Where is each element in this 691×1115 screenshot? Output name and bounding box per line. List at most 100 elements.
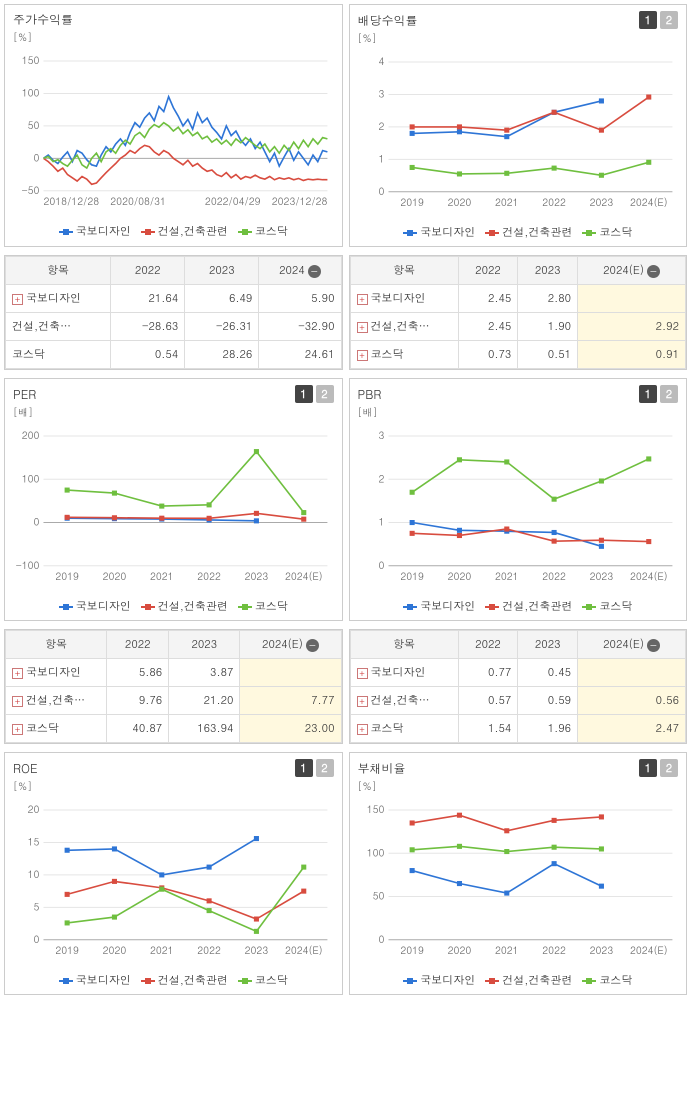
legend: 국보디자인건설,건축관련코스닥 (5, 971, 342, 994)
svg-text:2022: 2022 (542, 943, 566, 957)
col-header: 2024(E)− (240, 631, 341, 659)
legend-swatch-icon (238, 231, 252, 233)
table-row: +국보디자인0.770.45 (350, 659, 686, 687)
expand-icon[interactable]: + (12, 696, 23, 707)
data-cell: 3.87 (169, 659, 240, 687)
expand-icon[interactable]: + (12, 668, 23, 679)
legend-label: 국보디자인 (76, 599, 131, 614)
data-cell: 24.61 (259, 341, 341, 369)
legend-label: 국보디자인 (420, 599, 475, 614)
data-cell (578, 659, 686, 687)
pager-2[interactable]: 2 (316, 759, 334, 777)
data-cell: 21.64 (111, 285, 185, 313)
chart-svg: 050100150201920202021202220232024(E) (354, 797, 679, 967)
legend-label: 코스닥 (255, 599, 288, 614)
row-label-cell: +코스닥 (350, 715, 458, 743)
col-header: 항목 (6, 631, 107, 659)
data-cell: 0.54 (111, 341, 185, 369)
expand-icon[interactable]: + (357, 724, 368, 735)
svg-text:2024(E): 2024(E) (629, 943, 667, 957)
svg-text:2024(E): 2024(E) (629, 195, 667, 209)
expand-icon[interactable]: + (357, 322, 368, 333)
svg-text:2023: 2023 (245, 943, 269, 957)
legend-swatch-icon (485, 980, 499, 982)
col-header: 2023 (518, 257, 578, 285)
data-cell: 2.45 (458, 285, 518, 313)
row-label-cell: +건설,건축… (350, 313, 458, 341)
expand-icon[interactable]: + (357, 350, 368, 361)
svg-text:200: 200 (22, 428, 40, 442)
legend-swatch-icon (141, 606, 155, 608)
legend-item: 국보디자인 (403, 225, 475, 240)
svg-text:2023: 2023 (589, 195, 613, 209)
pager-2[interactable]: 2 (660, 759, 678, 777)
expand-icon[interactable]: + (357, 294, 368, 305)
data-cell: 0.91 (578, 341, 686, 369)
legend-item: 코스닥 (582, 225, 632, 240)
table-row: +국보디자인21.646.495.90 (6, 285, 342, 313)
svg-text:2020: 2020 (447, 943, 471, 957)
col-header: 2023 (185, 257, 259, 285)
pager-group: 12 (295, 385, 334, 403)
legend-label: 코스닥 (599, 973, 632, 988)
data-cell: 2.80 (518, 285, 578, 313)
svg-text:100: 100 (22, 471, 40, 485)
legend-item: 건설,건축관련 (141, 599, 228, 614)
svg-text:2019: 2019 (400, 943, 424, 957)
legend-swatch-icon (238, 980, 252, 982)
legend-label: 건설,건축관련 (502, 599, 572, 614)
chart-panel-debt: 부채비율12[%]0501001502019202020212022202320… (349, 752, 688, 995)
svg-text:2019: 2019 (400, 569, 424, 583)
row-label-cell: +건설,건축… (350, 687, 458, 715)
data-cell: 28.26 (185, 341, 259, 369)
legend-item: 건설,건축관련 (485, 225, 572, 240)
svg-text:2022: 2022 (542, 569, 566, 583)
svg-text:100: 100 (22, 85, 40, 99)
data-cell: 0.77 (458, 659, 518, 687)
table-panel-t3: 항목202220232024(E)−+국보디자인5.863.87+건설,건축…9… (4, 629, 343, 744)
pager-2[interactable]: 2 (660, 385, 678, 403)
pager-2[interactable]: 2 (316, 385, 334, 403)
svg-text:10: 10 (28, 867, 40, 881)
legend-label: 국보디자인 (420, 973, 475, 988)
table-row: +국보디자인5.863.87 (6, 659, 342, 687)
expand-icon[interactable]: + (357, 668, 368, 679)
col-header: 2023 (169, 631, 240, 659)
pager-1[interactable]: 1 (639, 385, 657, 403)
legend: 국보디자인건설,건축관련코스닥 (350, 971, 687, 994)
data-cell: 1.96 (518, 715, 578, 743)
collapse-icon[interactable]: − (647, 639, 660, 652)
expand-icon[interactable]: + (357, 696, 368, 707)
pager-1[interactable]: 1 (639, 11, 657, 29)
pager-1[interactable]: 1 (295, 759, 313, 777)
row-label-cell: 건설,건축… (6, 313, 111, 341)
pager-1[interactable]: 1 (295, 385, 313, 403)
row-label-cell: +국보디자인 (350, 285, 458, 313)
svg-text:0: 0 (34, 515, 40, 529)
expand-icon[interactable]: + (12, 294, 23, 305)
col-header: 2024− (259, 257, 341, 285)
data-cell: 163.94 (169, 715, 240, 743)
collapse-icon[interactable]: − (308, 265, 321, 278)
legend-label: 건설,건축관련 (158, 973, 228, 988)
svg-text:2: 2 (378, 119, 384, 133)
pager-2[interactable]: 2 (660, 11, 678, 29)
table-row: 코스닥0.5428.2624.61 (6, 341, 342, 369)
svg-text:2020/08/31: 2020/08/31 (110, 194, 166, 208)
collapse-icon[interactable]: − (647, 265, 660, 278)
svg-text:2021: 2021 (494, 195, 518, 209)
chart-svg: 01234201920202021202220232024(E) (354, 49, 679, 219)
legend-label: 건설,건축관련 (158, 599, 228, 614)
data-cell: 23.00 (240, 715, 341, 743)
collapse-icon[interactable]: − (306, 639, 319, 652)
svg-text:2023: 2023 (245, 569, 269, 583)
data-cell: 5.90 (259, 285, 341, 313)
data-table: 항목202220232024−+국보디자인21.646.495.90건설,건축…… (5, 256, 342, 369)
col-header: 2022 (107, 631, 169, 659)
pager-1[interactable]: 1 (639, 759, 657, 777)
y-axis-label: [%] (5, 30, 342, 44)
chart-panel-roe: ROE12[%]05101520201920202021202220232024… (4, 752, 343, 995)
expand-icon[interactable]: + (12, 724, 23, 735)
table-panel-t4: 항목202220232024(E)−+국보디자인0.770.45+건설,건축…0… (349, 629, 688, 744)
svg-text:2023: 2023 (589, 943, 613, 957)
